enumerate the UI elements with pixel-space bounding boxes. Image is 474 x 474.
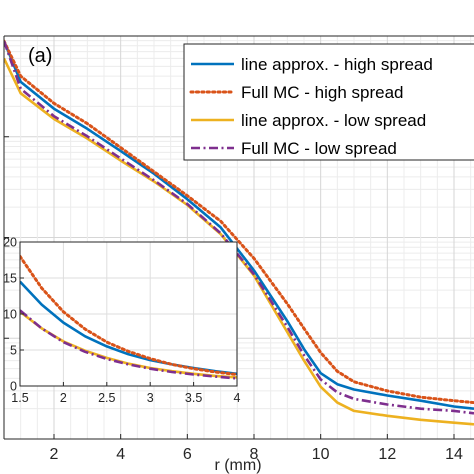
inset-x-tick-label: 3 [147, 391, 154, 405]
main-series-line-1 [4, 40, 474, 410]
inset-series-lines [20, 254, 237, 380]
main-x-tick-label: 14 [445, 446, 463, 463]
main-x-tick-label: 6 [183, 446, 192, 463]
inset-series-line-2 [20, 254, 237, 376]
inset-x-tick-label: 3.5 [185, 391, 202, 405]
inset-x-tick-label: 2 [60, 391, 67, 405]
inset-y-tick-label: 15 [3, 272, 17, 286]
inset-x-tick-label: 1.5 [11, 391, 28, 405]
inset-x-tick-label: 2.5 [98, 391, 115, 405]
legend-entry-1: line approx. - high spread [241, 55, 433, 74]
main-series-lines [4, 39, 474, 426]
main-x-tick-label: 8 [250, 446, 259, 463]
main-x-tick-label: 4 [116, 446, 125, 463]
panel-label: (a) [28, 45, 52, 67]
inset-chart: 0 5 10 15 20 1.5 2 2.5 3 3.5 4 [3, 236, 240, 406]
main-x-tick-label: 2 [50, 446, 59, 463]
x-axis-label: r (mm) [214, 457, 261, 474]
inset-axes: 0 5 10 15 20 1.5 2 2.5 3 3.5 4 [3, 236, 240, 406]
main-series-line-3 [4, 57, 474, 426]
legend: line approx. - high spread Full MC - high… [183, 43, 474, 161]
legend-entry-4: Full MC - low spread [241, 139, 397, 158]
inset-y-tick-label: 20 [3, 236, 17, 250]
main-x-tick-label: 10 [312, 446, 330, 463]
main-series-line-2 [4, 39, 474, 405]
inset-y-tick-label: 5 [10, 344, 17, 358]
main-axes: 2 4 6 8 10 12 14 [3, 35, 474, 463]
inset-y-tick-label: 10 [3, 308, 17, 322]
inset-y-tick-label: 0 [10, 380, 17, 394]
legend-entry-2: Full MC - high spread [241, 83, 404, 102]
main-x-tick-label: 12 [378, 446, 396, 463]
legend-entry-3: line approx. - low spread [241, 111, 426, 130]
inset-series-line-3 [20, 310, 237, 379]
inset-x-tick-label: 4 [234, 391, 241, 405]
main-series-line-4 [4, 40, 474, 415]
